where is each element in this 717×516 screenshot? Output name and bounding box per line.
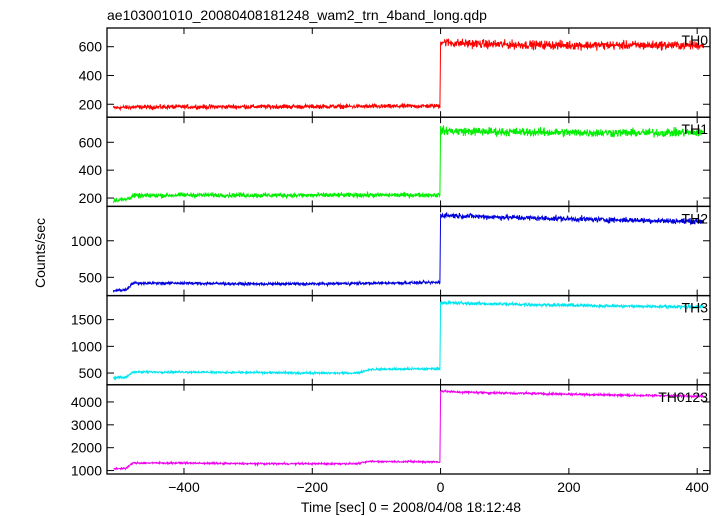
y-tick-label: 600 [79, 39, 103, 55]
x-tick-label: 0 [437, 479, 445, 495]
y-tick-label: 200 [79, 190, 103, 206]
y-tick-label: 1000 [71, 233, 102, 249]
y-tick-label: 600 [79, 134, 103, 150]
panel-label: TH3 [682, 300, 709, 316]
x-axis: −400 −200 0 200 400 [168, 479, 709, 495]
y-tick-label: 1000 [71, 338, 102, 354]
x-tick-label: −400 [168, 479, 200, 495]
panel-th2: 500 1000 TH2 [71, 205, 711, 297]
panel-frame [106, 27, 711, 118]
chart-title: ae103001010_20080408181248_wam2_trn_4ban… [107, 7, 487, 23]
panel-frame [106, 384, 711, 475]
panel-label: TH1 [682, 121, 709, 137]
y-tick-label: 200 [79, 96, 103, 112]
panels-group: 200 400 600 TH0 200 400 600 TH1 500 1000 TH2 500 100… [71, 27, 711, 479]
x-tick-label: 200 [557, 479, 581, 495]
y-tick-label: 4000 [71, 394, 102, 410]
y-tick-label: 1500 [71, 312, 102, 328]
series-line-th0123 [113, 389, 704, 471]
y-tick-label: 2000 [71, 440, 102, 456]
series-line-th3 [113, 299, 705, 381]
y-tick-label: 500 [79, 365, 103, 381]
y-tick-label: 3000 [71, 417, 102, 433]
x-tick-label: −200 [297, 479, 329, 495]
x-axis-label: Time [sec] 0 = 2008/04/08 18:12:48 [301, 499, 521, 515]
series-line-th1 [112, 125, 705, 204]
panel-th0: 200 400 600 TH0 [79, 27, 711, 118]
panel-label: TH0123 [658, 389, 708, 405]
panel-frame [106, 294, 711, 386]
y-tick-label: 400 [79, 162, 103, 178]
series-line-th2 [112, 212, 705, 293]
y-tick-label: 400 [79, 67, 103, 83]
panel-th0123: 1000 2000 3000 4000 TH0123 [71, 384, 711, 479]
y-tick-label: 500 [79, 269, 103, 285]
y-tick-label: 1000 [71, 463, 102, 479]
panel-th1: 200 400 600 TH1 [79, 116, 711, 208]
panel-label: TH0 [682, 32, 709, 48]
x-tick-label: 400 [685, 479, 709, 495]
panel-label: TH2 [682, 210, 709, 226]
panel-th3: 500 1000 1500 TH3 [71, 294, 711, 386]
series-line-th0 [112, 38, 705, 112]
y-axis-label: Counts/sec [32, 218, 48, 288]
